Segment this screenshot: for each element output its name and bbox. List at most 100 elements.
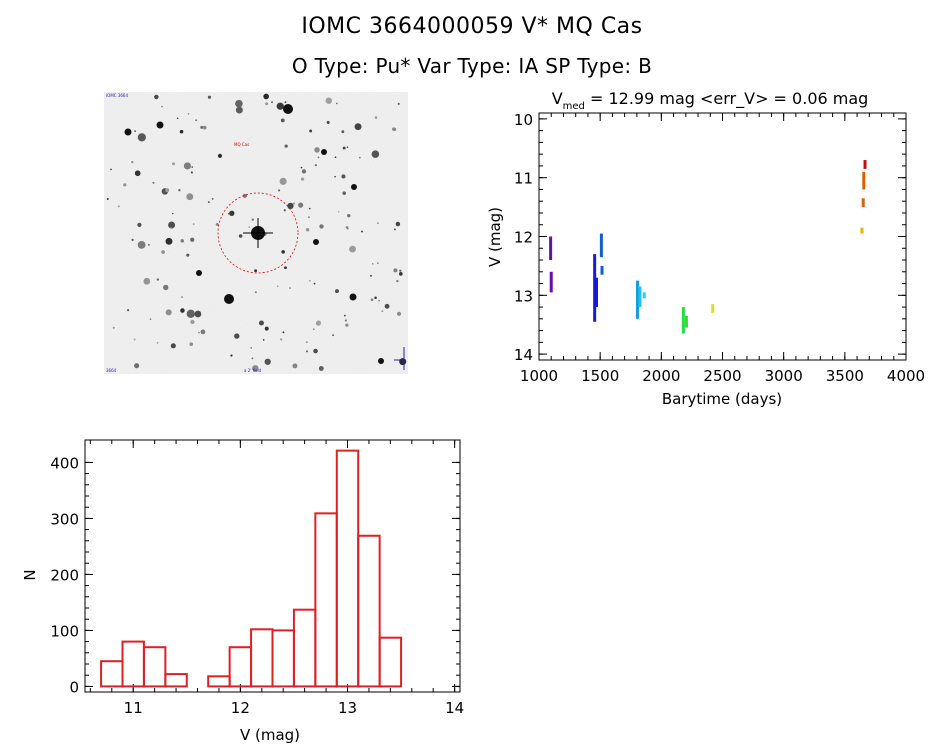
star [255, 291, 257, 293]
star [300, 166, 303, 169]
star [190, 237, 195, 242]
star [192, 223, 195, 225]
star [326, 120, 330, 124]
star [342, 191, 347, 195]
lc-ytick-label: 10 [514, 111, 533, 129]
star [336, 102, 338, 105]
star [313, 348, 318, 354]
page-title-line1: IOMC 3664000059 V* MQ Cas [301, 14, 643, 39]
star [307, 216, 310, 219]
star [361, 230, 363, 233]
hist-bar [121, 640, 145, 688]
hist-xtick-label: 11 [124, 699, 143, 717]
star [198, 331, 200, 334]
star [211, 198, 214, 200]
star [163, 284, 169, 291]
star [200, 329, 206, 335]
star [399, 272, 403, 276]
hist-bar [357, 534, 381, 688]
star [280, 118, 285, 123]
star [281, 250, 285, 254]
lc-title-suffix: = 12.99 mag <err_V> = 0.06 mag [585, 89, 868, 109]
star [152, 181, 155, 184]
star [194, 310, 202, 318]
star [314, 164, 317, 167]
star [316, 320, 322, 326]
star [318, 366, 324, 371]
lc-ytick-label: 11 [514, 170, 533, 188]
star [313, 328, 315, 330]
star [137, 241, 146, 249]
star [346, 227, 349, 230]
star [134, 170, 141, 177]
star [305, 227, 310, 232]
star [112, 326, 115, 329]
star [172, 162, 175, 166]
hist-bars [100, 449, 403, 688]
star [284, 101, 287, 104]
lc-xtick-label: 3000 [765, 367, 803, 385]
star [178, 189, 181, 192]
star [179, 129, 184, 134]
lc-ytick-label: 13 [514, 287, 533, 305]
star [251, 218, 254, 221]
star [137, 222, 142, 227]
star [371, 150, 380, 158]
star [280, 338, 283, 341]
star [235, 106, 243, 114]
sky-corner-label-bl: 3664 [106, 368, 117, 373]
hist-xtick-label: 12 [231, 699, 250, 717]
star [298, 202, 304, 208]
star [314, 147, 320, 153]
histogram-chart: 11 12 13 14 0 100 200 300 400 V (mag) N [21, 439, 464, 744]
hist-ytick-label: 0 [69, 678, 79, 696]
star [279, 177, 287, 185]
star [384, 303, 390, 309]
star [186, 193, 194, 201]
star [254, 269, 258, 273]
star [399, 358, 407, 366]
star [207, 95, 212, 99]
star [234, 333, 240, 339]
star [262, 339, 265, 341]
star [134, 130, 136, 132]
star [202, 125, 207, 130]
hist-bar [228, 646, 253, 688]
star [156, 341, 159, 344]
star [183, 162, 192, 170]
lc-ytick-label: 12 [514, 229, 533, 247]
star [176, 117, 179, 120]
lc-xtick-label: 2500 [703, 367, 741, 385]
star [284, 266, 287, 270]
page-title-line2: O Type: Pu* Var Type: IA SP Type: B [291, 54, 653, 78]
star [284, 144, 288, 148]
star [349, 245, 356, 253]
star [217, 153, 223, 158]
star [287, 202, 294, 210]
hist-bar [271, 629, 295, 688]
hist-axes: 11 12 13 14 0 100 200 300 400 [50, 440, 464, 717]
star [156, 278, 160, 281]
hist-bar [378, 636, 403, 688]
star [377, 222, 379, 224]
star [171, 212, 174, 215]
star [309, 279, 311, 282]
star [271, 101, 273, 104]
star [242, 193, 247, 198]
star [149, 318, 152, 320]
star [180, 239, 184, 243]
bright-star [283, 104, 293, 114]
star [229, 210, 235, 216]
bright-star [224, 294, 234, 304]
star [305, 350, 309, 353]
star [282, 331, 285, 334]
hist-bar [207, 675, 231, 688]
star [344, 314, 346, 317]
hist-bar [250, 628, 274, 688]
lc-xtick-label: 1500 [581, 367, 619, 385]
star [359, 156, 361, 159]
star [154, 94, 159, 100]
star [341, 174, 346, 179]
star [170, 343, 176, 349]
star [278, 189, 281, 192]
